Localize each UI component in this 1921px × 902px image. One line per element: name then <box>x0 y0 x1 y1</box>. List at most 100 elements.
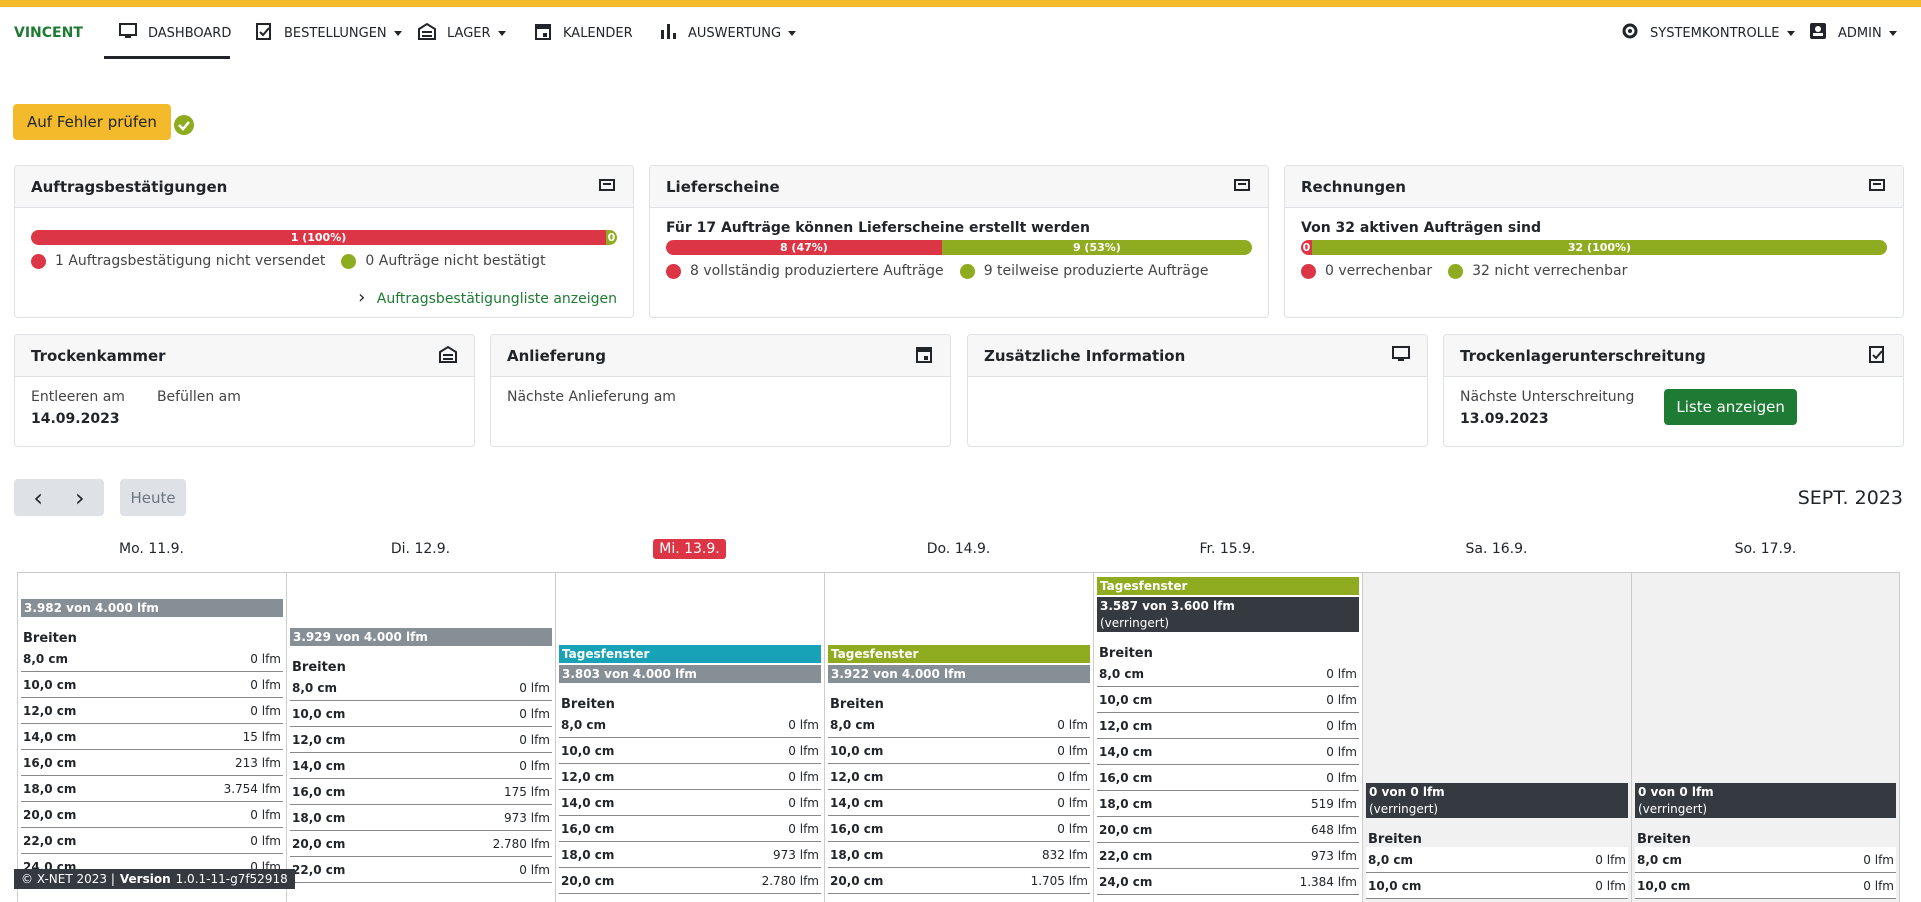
day-label: Fr. 15.9. <box>1199 541 1256 557</box>
chevron: › <box>358 287 377 308</box>
segment-label: 1 (100%) <box>290 231 347 244</box>
prev-button[interactable]: ‹ <box>33 483 43 512</box>
info-card: Trockenkammer Entleeren am 14.09.2023 Befül… <box>14 334 475 447</box>
width-row: 10,0 cm 0 lfm <box>290 701 552 727</box>
width-row: 12,0 cm 0 lfm <box>828 764 1090 790</box>
width-label: 16,0 cm <box>830 821 884 836</box>
width-label: 20,0 cm <box>292 836 346 851</box>
icon <box>1392 345 1410 361</box>
width-value: 0 lfm <box>519 706 550 721</box>
width-label: 8,0 cm <box>23 651 69 666</box>
card-title: Zusätzliche Information <box>984 346 1186 365</box>
legend-dot <box>666 263 681 279</box>
icon <box>599 178 615 191</box>
nav-icon <box>254 21 274 45</box>
card-header: Trockenlagerunterschreitung <box>1444 335 1903 377</box>
day-window: Tagesfenster <box>828 645 1090 663</box>
segment-label: 9 (53%) <box>1072 241 1121 254</box>
next-button[interactable]: › <box>75 483 85 512</box>
widths-title: Breiten <box>1637 832 1691 847</box>
widths-title: Breiten <box>23 631 77 646</box>
card-title: Lieferscheine <box>666 177 780 196</box>
card-link[interactable]: › Auftragsbestätigungliste anzeigen <box>31 287 617 308</box>
day-header: Fr. 15.9. <box>1093 541 1362 557</box>
progress-segment: 8 (47%) <box>666 240 942 255</box>
today-button[interactable]: Heute <box>120 479 186 516</box>
capacity: 3.587 von 3.600 lfm (verringert) <box>1097 597 1359 632</box>
width-row: 8,0 cm 0 lfm <box>1366 847 1628 873</box>
legend-item: 0 verrechenbar <box>1301 263 1432 279</box>
width-row: 10,0 cm 0 lfm <box>1635 873 1896 899</box>
card-heading: Von 32 aktiven Aufträgen sind <box>1301 220 1542 236</box>
width-row: 24,0 cm 1.384 lfm <box>1097 869 1359 895</box>
width-value: 0 lfm <box>250 807 281 822</box>
legend-label: 9 teilweise produzierte Aufträge <box>983 263 1209 279</box>
day-header: So. 17.9. <box>1631 541 1900 557</box>
width-row: 8,0 cm 0 lfm <box>290 675 552 701</box>
width-value: 0 lfm <box>788 769 819 784</box>
widths-title: Breiten <box>1368 832 1422 847</box>
width-row: 12,0 cm 0 lfm <box>21 698 283 724</box>
width-label: 18,0 cm <box>23 781 77 796</box>
icon <box>119 23 137 38</box>
check-button[interactable]: Auf Fehler prüfen <box>13 104 171 140</box>
icon <box>661 24 676 39</box>
width-value: 0 lfm <box>250 677 281 692</box>
legend-dot <box>341 253 357 269</box>
progress-bar: 8 (47%) 9 (53%) <box>666 240 1252 255</box>
width-row: 16,0 cm 0 lfm <box>559 816 821 842</box>
width-label: 20,0 cm <box>1099 822 1153 837</box>
width-value: 0 lfm <box>1057 717 1088 732</box>
day-label: Mi. 13.9. <box>653 539 726 559</box>
progress-bar: 1 (100%) 0 <box>31 230 617 245</box>
card-header: Trockenkammer <box>15 335 474 377</box>
width-row: 14,0 cm 15 lfm <box>21 724 283 750</box>
nav-icon <box>1620 21 1640 45</box>
card-header: Lieferscheine <box>650 166 1268 208</box>
nav-link[interactable]: SYSTEMKONTROLLE <box>1620 7 1795 59</box>
card-body <box>968 377 1427 401</box>
card-heading: Für 17 Aufträge können Lieferscheine ers… <box>666 220 1090 236</box>
legend: 1 Auftragsbestätigung nicht versendet 0 A… <box>31 253 617 269</box>
width-row: 22,0 cm 973 lfm <box>1097 843 1359 869</box>
width-label: 12,0 cm <box>561 769 615 784</box>
field-label: Nächste Unterschreitung <box>1460 389 1635 405</box>
nav-link[interactable]: ADMIN <box>1808 7 1897 59</box>
width-row: 16,0 cm 175 lfm <box>290 779 552 805</box>
nav-link[interactable]: LAGER <box>417 7 506 59</box>
card-icon <box>1867 344 1887 368</box>
icon <box>418 22 436 40</box>
nav-label: SYSTEMKONTROLLE <box>1650 25 1780 41</box>
brand: VINCENT <box>14 25 83 41</box>
width-row: 10,0 cm 0 lfm <box>1366 873 1628 899</box>
nav-icon <box>533 21 553 45</box>
nav-link[interactable]: KALENDER <box>533 7 633 59</box>
nav-link[interactable]: AUSWERTUNG <box>658 7 797 59</box>
width-value: 973 lfm <box>773 847 819 862</box>
width-row: 10,0 cm 0 lfm <box>828 738 1090 764</box>
nav-link[interactable]: BESTELLUNGEN <box>254 7 402 59</box>
width-label: 10,0 cm <box>292 706 346 721</box>
width-label: 14,0 cm <box>561 795 615 810</box>
card-icon <box>1232 175 1252 199</box>
width-label: 14,0 cm <box>292 758 346 773</box>
nav-icon <box>1808 21 1828 45</box>
card-header: Auftragsbestätigungen <box>15 166 633 208</box>
legend-item: 0 Aufträge nicht bestätigt <box>341 253 546 269</box>
width-label: 16,0 cm <box>23 755 77 770</box>
card-icon <box>1391 344 1411 368</box>
legend-label: 8 vollständig produziertere Aufträge <box>690 263 944 279</box>
nav-link[interactable]: DASHBOARD <box>118 7 231 59</box>
capacity: 0 von 0 lfm (verringert) <box>1635 783 1896 818</box>
list-button[interactable]: Liste anzeigen <box>1664 389 1797 425</box>
capacity-note: (verringert) <box>1369 802 1439 816</box>
icon <box>1810 23 1826 39</box>
width-value: 2.780 lfm <box>761 873 819 888</box>
segment-label: 0 <box>607 231 616 244</box>
width-row: 20,0 cm 2.780 lfm <box>559 868 821 894</box>
nav-icon <box>417 21 437 45</box>
width-row: 20,0 cm 648 lfm <box>1097 817 1359 843</box>
nav-buttons: ‹ › <box>14 479 104 516</box>
capacity: 3.922 von 4.000 lfm <box>828 665 1090 683</box>
icon <box>535 24 551 40</box>
